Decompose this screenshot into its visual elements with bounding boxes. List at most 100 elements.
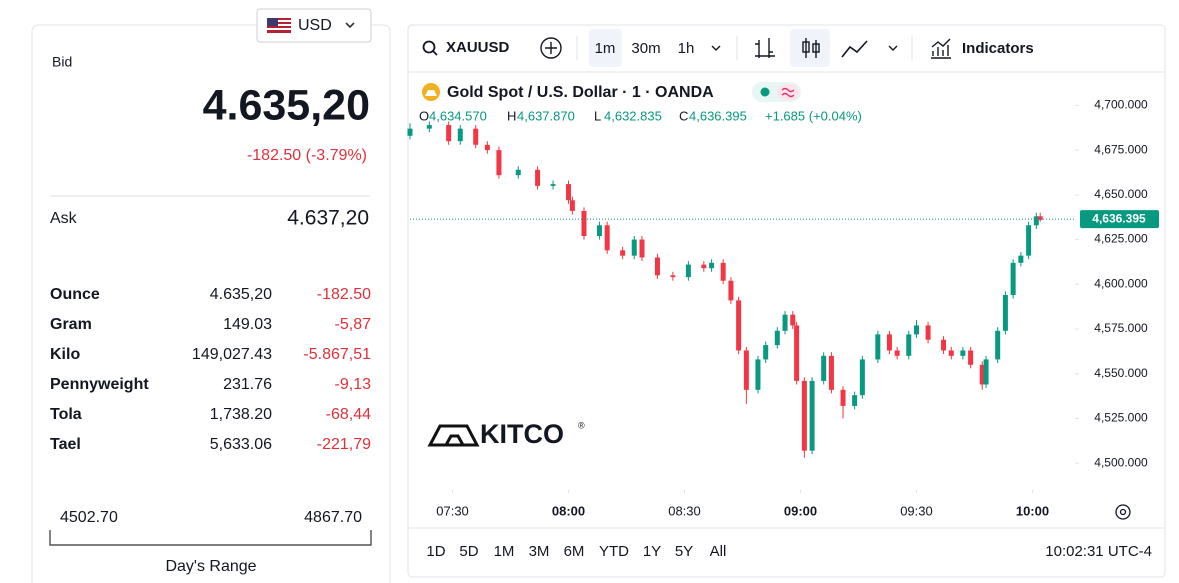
unit-change: -221,79 xyxy=(317,436,371,453)
unit-name: Pennyweight xyxy=(50,376,149,393)
candle-body xyxy=(446,125,452,142)
quote-card xyxy=(31,24,391,583)
ohlc-change: +1.685 (+0.04%) xyxy=(765,108,862,123)
unit-name: Ounce xyxy=(50,286,100,303)
x-tick-label: 10:00 xyxy=(1016,503,1049,518)
candle-body xyxy=(631,239,637,256)
unit-name: Gram xyxy=(50,316,92,333)
unit-price: 5,633.06 xyxy=(210,436,272,453)
symbol[interactable]: XAUUSD xyxy=(446,39,510,56)
bid-label: Bid xyxy=(52,54,72,70)
unit-change: -5.867,51 xyxy=(303,346,371,363)
unit-price: 149,027.43 xyxy=(192,346,272,363)
candle-body xyxy=(720,262,726,281)
candle-body xyxy=(852,395,858,406)
range-button[interactable]: 3M xyxy=(529,543,550,560)
unit-table: Ounce 4.635,20 -182.50 Gram 149.03 -5,87 Kilo 1… xyxy=(50,286,371,453)
unit-change: -68,44 xyxy=(326,406,371,423)
us-flag xyxy=(267,18,291,33)
y-tick-label: 4,700.000 xyxy=(1094,98,1148,112)
chart-title: Gold Spot / U.S. Dollar · 1 · OANDA xyxy=(447,84,714,101)
range-low: 4502.70 xyxy=(60,509,118,526)
candle-body xyxy=(743,350,749,390)
ohlc-label: C xyxy=(679,108,688,123)
candle-body xyxy=(728,280,734,301)
candle-body xyxy=(685,264,691,278)
y-tick-label: 4,525.000 xyxy=(1094,411,1148,425)
range-button[interactable]: YTD xyxy=(599,543,629,560)
unit-change: -182.50 xyxy=(317,286,371,303)
candle-body xyxy=(654,257,660,276)
y-tick-label: 4,675.000 xyxy=(1094,142,1148,156)
candle-body xyxy=(755,359,761,390)
candle-body xyxy=(828,355,834,390)
x-tick-label: 08:30 xyxy=(668,503,701,518)
interval-active-bg xyxy=(589,29,622,67)
unit-price: 1,738.20 xyxy=(210,406,272,423)
indicators-button[interactable]: Indicators xyxy=(962,40,1034,57)
candle-body xyxy=(1018,255,1024,263)
candle-body xyxy=(960,350,966,356)
chevron-icon[interactable] xyxy=(888,45,898,51)
candle-body xyxy=(701,264,707,269)
bars-icon[interactable] xyxy=(755,38,775,58)
ohlc-value: 4,632.835 xyxy=(604,108,662,123)
candle-body xyxy=(639,239,645,258)
interval[interactable]: 30m xyxy=(631,40,660,57)
bid-price: 4.635,20 xyxy=(203,81,370,129)
delay-badge xyxy=(777,84,799,100)
candles-icon[interactable] xyxy=(802,38,820,58)
candle-body xyxy=(875,334,881,360)
ask-label: Ask xyxy=(50,210,78,227)
range-button[interactable]: 6M xyxy=(564,543,585,560)
range-button[interactable]: 1D xyxy=(426,543,445,560)
candle-body xyxy=(790,314,796,326)
candle-body xyxy=(569,200,575,211)
bid-change: -182.50 (-3.79%) xyxy=(247,147,367,164)
currency-select[interactable] xyxy=(256,8,372,43)
range-button[interactable]: 5D xyxy=(459,543,478,560)
unit-name: Tael xyxy=(50,436,81,453)
candle-body xyxy=(736,300,742,351)
x-tick-label: 09:00 xyxy=(784,503,817,518)
range-high: 4867.70 xyxy=(304,509,362,526)
candle-body xyxy=(906,334,912,356)
ask-price: 4.637,20 xyxy=(287,207,369,230)
interval[interactable]: 1m xyxy=(595,40,616,57)
candle-body xyxy=(894,350,900,356)
area-icon[interactable] xyxy=(841,40,868,58)
symbol-search[interactable] xyxy=(422,40,438,56)
candle-body xyxy=(995,330,1001,360)
ohlc-label: L xyxy=(594,108,601,123)
candle-body xyxy=(886,334,892,351)
compare-button[interactable] xyxy=(540,37,562,59)
ohlc-value: 4,634.570 xyxy=(429,108,487,123)
y-tick-label: 4,600.000 xyxy=(1094,276,1148,290)
interval[interactable]: 1h xyxy=(678,40,695,57)
candle-body xyxy=(1037,216,1043,220)
y-tick-label: 4,500.000 xyxy=(1094,455,1148,469)
range-buttons: 1D 5D 1M 3M 6M YTD 1Y 5Y All xyxy=(426,543,726,560)
unit-change: -5,87 xyxy=(335,316,372,333)
candle-body xyxy=(840,389,846,406)
range-button[interactable]: All xyxy=(710,543,727,560)
range-label: Day's Range xyxy=(165,558,256,575)
candle-body xyxy=(496,150,502,176)
range-button[interactable]: 1M xyxy=(494,543,515,560)
range-button[interactable]: 5Y xyxy=(675,543,693,560)
y-tick-label: 4,550.000 xyxy=(1094,366,1148,380)
chart-card xyxy=(407,24,1166,578)
candle-body xyxy=(948,350,954,356)
candle-body xyxy=(620,250,626,256)
unit-price: 231.76 xyxy=(223,376,272,393)
candle-body xyxy=(774,330,780,346)
candle-body xyxy=(859,359,865,396)
candle-body xyxy=(782,314,788,331)
range-button[interactable]: 1Y xyxy=(643,543,661,560)
settings-icon[interactable] xyxy=(1115,504,1131,520)
clock: 10:02:31 UTC-4 xyxy=(1045,543,1152,560)
candle-body xyxy=(1026,225,1032,256)
candle-body xyxy=(925,325,931,340)
chevron-icon[interactable] xyxy=(711,45,721,51)
indicators-icon[interactable] xyxy=(931,38,951,59)
